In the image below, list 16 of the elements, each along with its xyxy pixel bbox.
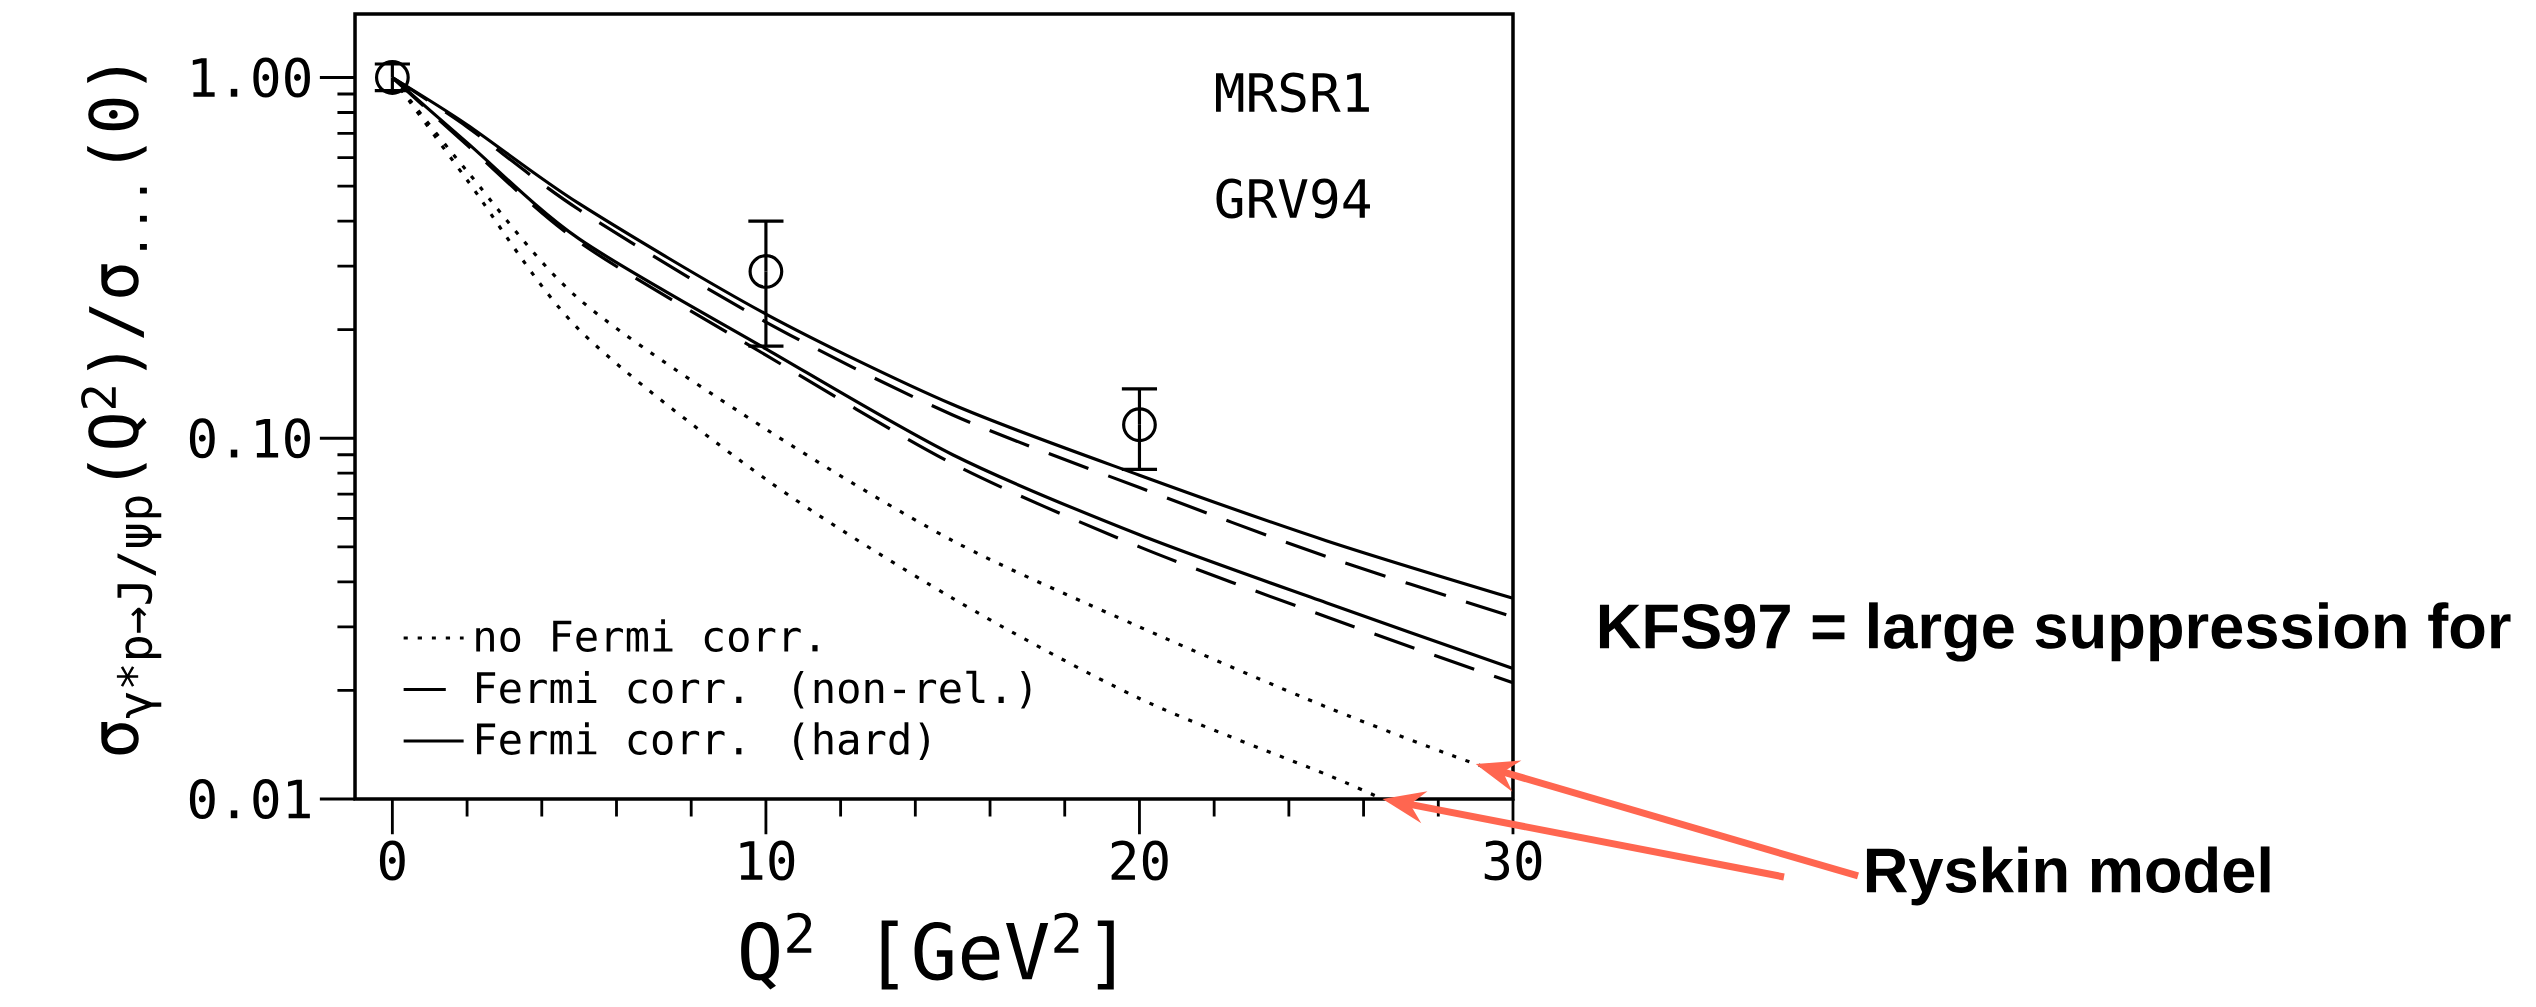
text: Ryskin model (1866, 846, 2270, 906)
legend-label: Fermi corr. (non-rel.) (477, 670, 1031, 709)
legend-label: no Fermi corr. (476, 619, 818, 652)
x-tick-label: 0 (379, 840, 405, 881)
legend-label: Fermi corr. (hard) (477, 722, 929, 760)
y-axis-title: σ$_{γ*p→J/ψp}$(Q$^{2}$)/σ$_{...}$(0) (81, 68, 162, 755)
y-tick-label: 0.10 (189, 418, 310, 459)
annotation: MRSR1 (1216, 72, 1369, 113)
text: KFS97 = large suppression for (1599, 602, 2511, 662)
text: Q$^{2}$ [GeV$^{2}$] (741, 912, 1114, 990)
x-tick-label: 30 (1484, 840, 1542, 881)
x-tick-label: 10 (740, 840, 795, 881)
x-tick-label: 20 (1111, 840, 1168, 881)
y-tick-label: 0.01 (189, 779, 310, 819)
annotation: GRV94 (1216, 178, 1370, 219)
y-tick-label: 1.00 (192, 57, 310, 98)
